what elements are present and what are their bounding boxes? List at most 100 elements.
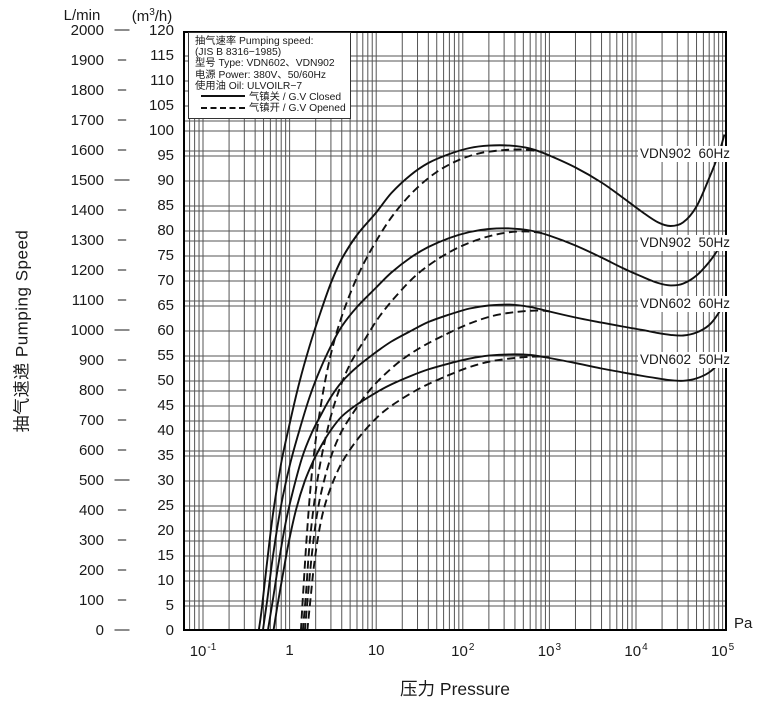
y-tick-m3h: 120 xyxy=(148,22,174,39)
y-tick-dash: – xyxy=(117,561,127,578)
x-tick-label: 10 xyxy=(367,642,385,659)
y-tick-m3h: 10 xyxy=(157,572,174,589)
y-tick-dash: – xyxy=(117,591,127,608)
y-tick-lmin: 1200 xyxy=(70,262,104,279)
y-tick-dash: — xyxy=(114,321,130,338)
y-axis-title: 抽气速递 Pumping Speed xyxy=(12,229,32,433)
y-tick-lmin: 2000 xyxy=(70,22,104,39)
curve-vdn902-50hz-(g.v-opened) xyxy=(301,230,544,631)
legend-power: 电源 Power: 380V、50/60Hz xyxy=(195,69,327,81)
y-tick-dash: – xyxy=(117,531,127,548)
x-tick-label: 102 xyxy=(451,642,475,660)
curve-label-vdn902-50hz: VDN902 50Hz xyxy=(638,235,733,251)
legend-title: 抽气速率 Pumping speed: xyxy=(195,36,314,47)
y-tick-lmin: 500 xyxy=(78,472,104,489)
y-tick-dash: – xyxy=(117,201,127,218)
y-tick-m3h: 95 xyxy=(157,147,174,164)
y-tick-lmin: 1300 xyxy=(70,232,104,249)
plot-area: VDN902 60Hz VDN902 50Hz VDN602 60Hz VDN602 … xyxy=(183,30,733,632)
x-axis-unit-pa: Pa xyxy=(734,615,753,632)
y-tick-m3h: 65 xyxy=(157,297,174,314)
y-tick-lmin: 0 xyxy=(95,622,104,639)
y-tick-lmin: 100 xyxy=(78,592,104,609)
curve-vdn902-60hz xyxy=(257,134,726,631)
y-tick-dash: – xyxy=(117,261,127,278)
x-tick-label: 104 xyxy=(624,642,648,660)
y-tick-m3h: 45 xyxy=(157,397,174,414)
x-tick-label: 1 xyxy=(285,642,294,659)
y-tick-lmin: 1700 xyxy=(70,112,104,129)
y-tick-lmin: 600 xyxy=(78,442,104,459)
y-tick-lmin: 200 xyxy=(78,562,104,579)
y-tick-dash: – xyxy=(117,291,127,308)
y-tick-dash: – xyxy=(117,501,127,518)
y-tick-lmin: 900 xyxy=(78,352,104,369)
y-tick-lmin: 300 xyxy=(78,532,104,549)
curve-vdn902-50hz xyxy=(261,227,726,631)
y-tick-m3h: 60 xyxy=(157,322,174,339)
y-tick-m3h: 75 xyxy=(157,247,174,264)
y-tick-lmin: 1000 xyxy=(70,322,104,339)
y-tick-m3h: 35 xyxy=(157,447,174,464)
y-tick-m3h: 70 xyxy=(157,272,174,289)
y-tick-m3h: 50 xyxy=(157,372,174,389)
x-axis-title: 压力 Pressure xyxy=(400,679,510,699)
y-tick-lmin: 1500 xyxy=(70,172,104,189)
y-tick-lmin: 1600 xyxy=(70,142,104,159)
y-tick-m3h: 0 xyxy=(165,622,174,639)
curve-label-vdn602-60hz: VDN602 60Hz xyxy=(638,296,733,312)
legend-solid-entry: 气镇关 / G.V Closed xyxy=(195,92,345,103)
y-tick-m3h: 80 xyxy=(157,222,174,239)
y-tick-m3h: 105 xyxy=(148,97,174,114)
chart-canvas xyxy=(183,30,727,632)
curve-vdn902-60hz-(g.v-opened) xyxy=(299,148,542,631)
x-tick-label: 105 xyxy=(710,642,735,660)
legend-type: 型号 Type: VDN602、VDN902 xyxy=(195,58,335,70)
y-tick-dash: – xyxy=(117,51,127,68)
y-tick-dash: – xyxy=(117,351,127,368)
y-tick-dash: — xyxy=(114,621,130,638)
y-tick-dash: – xyxy=(117,381,127,398)
y-tick-dash: — xyxy=(114,171,130,188)
curve-vdn602-60hz-(g.v-opened) xyxy=(303,309,550,631)
legend-oil: 使用油 Oil: ULVOILR−7 xyxy=(195,80,303,92)
curve-label-vdn602-50hz: VDN602 50Hz xyxy=(638,352,733,368)
legend-dashed-entry: 气镇开 / G.V Opened xyxy=(195,103,346,114)
legend-standard: (JIS B 8316−1985) xyxy=(195,47,282,59)
y-axis-unit-m3h: (m3/h) xyxy=(131,7,173,25)
y-tick-lmin: 1100 xyxy=(71,292,104,309)
y-tick-m3h: 30 xyxy=(157,472,174,489)
y-tick-m3h: 85 xyxy=(157,197,174,214)
curve-vdn602-50hz-(g.v-opened) xyxy=(306,355,550,631)
y-tick-m3h: 115 xyxy=(150,47,174,64)
y-axis-unit-lmin: L/min xyxy=(63,7,101,24)
y-tick-m3h: 55 xyxy=(157,347,174,364)
y-tick-dash: – xyxy=(117,141,127,158)
y-tick-lmin: 800 xyxy=(78,382,104,399)
y-tick-m3h: 15 xyxy=(157,547,174,564)
y-tick-m3h: 100 xyxy=(148,122,174,139)
curve-vdn602-60hz xyxy=(266,300,726,631)
y-tick-dash: – xyxy=(117,441,127,458)
y-tick-dash: — xyxy=(114,471,130,488)
y-tick-dash: – xyxy=(117,231,127,248)
y-tick-m3h: 20 xyxy=(157,522,174,539)
y-tick-m3h: 90 xyxy=(157,172,174,189)
y-tick-m3h: 5 xyxy=(165,597,174,614)
x-tick-label: 10-1 xyxy=(189,642,217,660)
y-tick-dash: – xyxy=(117,111,127,128)
y-tick-dash: – xyxy=(117,81,127,98)
x-tick-label: 103 xyxy=(537,642,562,660)
y-tick-lmin: 1900 xyxy=(70,52,104,69)
curve-label-vdn902-60hz: VDN902 60Hz xyxy=(638,146,733,162)
y-tick-m3h: 110 xyxy=(150,72,174,89)
legend-box: 抽气速率 Pumping speed: (JIS B 8316−1985) 型号… xyxy=(188,32,351,120)
y-tick-dash: – xyxy=(117,411,127,428)
solid-line-icon xyxy=(201,95,245,98)
y-tick-lmin: 400 xyxy=(78,502,104,519)
y-tick-m3h: 25 xyxy=(157,497,174,514)
dashed-line-icon xyxy=(201,106,245,109)
y-tick-dash: — xyxy=(114,21,130,38)
y-tick-lmin: 1400 xyxy=(70,202,104,219)
